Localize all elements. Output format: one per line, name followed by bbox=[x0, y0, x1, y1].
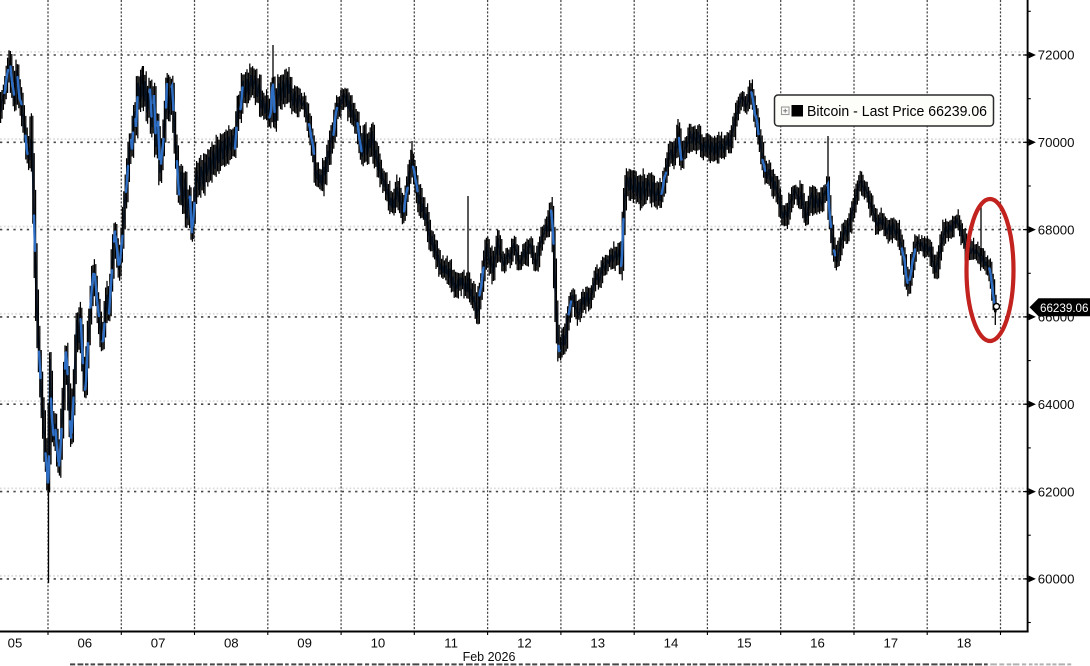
svg-text:Feb 2026: Feb 2026 bbox=[463, 650, 516, 664]
svg-text:64000: 64000 bbox=[1038, 397, 1075, 412]
svg-text:66239.06: 66239.06 bbox=[1040, 301, 1089, 315]
svg-text:18: 18 bbox=[957, 636, 972, 651]
svg-text:07: 07 bbox=[151, 636, 166, 651]
svg-text:Bitcoin - Last Price 66239.06: Bitcoin - Last Price 66239.06 bbox=[807, 104, 987, 120]
svg-text:70000: 70000 bbox=[1038, 135, 1075, 150]
svg-text:11: 11 bbox=[444, 636, 458, 651]
svg-text:17: 17 bbox=[883, 636, 898, 651]
svg-text:05: 05 bbox=[8, 636, 23, 651]
svg-text:72000: 72000 bbox=[1038, 48, 1075, 63]
svg-text:62000: 62000 bbox=[1038, 484, 1075, 499]
svg-text:09: 09 bbox=[297, 636, 312, 651]
svg-text:68000: 68000 bbox=[1038, 222, 1075, 237]
svg-text:60000: 60000 bbox=[1038, 572, 1075, 587]
svg-text:08: 08 bbox=[224, 636, 239, 651]
svg-text:10: 10 bbox=[371, 636, 386, 651]
svg-text:15: 15 bbox=[737, 636, 752, 651]
svg-text:16: 16 bbox=[810, 636, 825, 651]
svg-text:12: 12 bbox=[517, 636, 532, 651]
svg-text:06: 06 bbox=[77, 636, 92, 651]
svg-text:14: 14 bbox=[664, 636, 679, 651]
svg-text:13: 13 bbox=[590, 636, 605, 651]
